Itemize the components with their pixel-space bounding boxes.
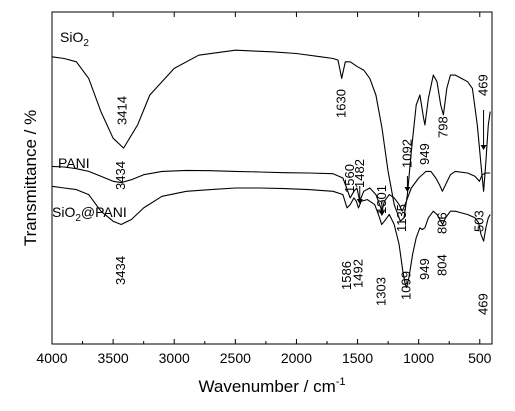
series-label-pani: PANI: [58, 155, 90, 171]
peak-label-sio2-pani-804: 804: [435, 254, 450, 276]
series-line-sio2-pani: [51, 185, 491, 289]
series-label-subscript: 2: [75, 213, 81, 224]
peak-arrow-head: [378, 211, 385, 216]
series-label-suffix: @PANI: [81, 204, 127, 220]
series-label-sio2-pani: SiO2@PANI: [52, 204, 127, 224]
peak-label-pani-1482: 1482: [352, 159, 367, 188]
peak-label-sio2-949: 949: [417, 143, 432, 165]
series-label-sio2: SiO2: [60, 29, 89, 49]
peak-label-sio2-pani-1303: 1303: [374, 277, 389, 306]
series-label-subscript: 2: [83, 38, 89, 49]
x-axis-ticks: 4000 3500 3000 2500 2000 1500 1000 500: [36, 12, 492, 366]
peak-label-sio2-pani-1586: 1586: [339, 261, 354, 290]
x-tick-label: 1000: [403, 350, 434, 366]
y-axis-title: Transmittance / %: [21, 110, 40, 246]
peak-label-pani-1092: 1092: [399, 139, 414, 168]
peak-label-pani-3434: 3434: [113, 161, 128, 190]
plot-frame: [51, 11, 493, 345]
x-tick-label: 3500: [98, 350, 129, 366]
peak-label-pani-503: 503: [471, 210, 486, 232]
x-tick-label: 2000: [281, 350, 312, 366]
peak-label-pani-806: 806: [434, 212, 449, 234]
series-line-sio2: [51, 49, 491, 222]
x-tick-label: 3000: [159, 350, 190, 366]
peak-label-pani-1301: 1301: [374, 185, 389, 214]
series-line-pani: [51, 165, 491, 212]
series-label-main: SiO: [52, 204, 75, 220]
peak-label-sio2-3414: 3414: [115, 96, 130, 125]
peak-label-pani-1560: 1560: [342, 164, 357, 193]
series-label-main: PANI: [58, 155, 90, 171]
peak-label-sio2-pani-469: 469: [476, 293, 491, 315]
peak-label-sio2-pani-1492: 1492: [351, 259, 366, 288]
peak-label-sio2-469: 469: [476, 74, 491, 96]
peak-label-sio2-1630: 1630: [334, 89, 349, 118]
x-axis-title: Wavenumber / cm-1: [198, 376, 345, 396]
x-tick-label: 2500: [220, 350, 251, 366]
x-tick-label: 4000: [36, 350, 67, 366]
x-axis-title-superscript: -1: [336, 376, 346, 388]
x-tick-label: 1500: [342, 350, 373, 366]
peak-label-sio2-798: 798: [435, 116, 450, 138]
peak-label-pani-1135: 1135: [394, 204, 409, 232]
peak-arrow-head: [356, 199, 363, 204]
peak-arrow-head: [480, 145, 487, 150]
series-label-main: SiO: [60, 29, 83, 45]
peak-label-sio2-pani-3434: 3434: [113, 256, 128, 285]
peak-label-sio2-pani-1099: 1099: [399, 271, 414, 300]
x-axis-title-text: Wavenumber / cm: [198, 377, 335, 396]
peak-label-sio2-pani-949: 949: [417, 258, 432, 280]
x-tick-label: 500: [468, 350, 492, 366]
peak-arrow-head: [404, 187, 411, 192]
spectra-curves: [51, 49, 491, 289]
